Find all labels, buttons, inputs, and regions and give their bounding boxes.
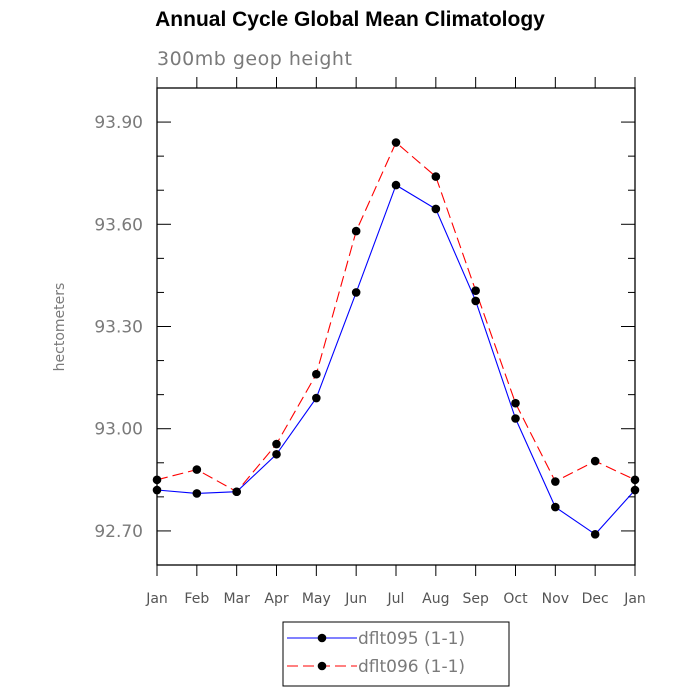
legend-box <box>282 621 510 687</box>
y-axis: 93.90 93.60 93.30 93.00 92.70 <box>94 87 635 566</box>
x-tick-label: Dec <box>582 591 609 607</box>
data-point <box>630 485 640 495</box>
legend-label: dflt095 (1-1) <box>358 629 465 649</box>
x-tick-label: Jul <box>387 591 405 607</box>
data-point <box>192 465 202 474</box>
y-tick-label: 93.90 <box>94 113 143 133</box>
data-point <box>391 138 401 147</box>
data-point <box>471 286 480 296</box>
data-point <box>511 398 520 408</box>
legend: dflt095 (1-1) dflt096 (1-1) <box>282 621 510 687</box>
y-axis-title: hectometers <box>52 283 68 372</box>
legend-marker <box>317 633 327 643</box>
data-point <box>152 475 162 485</box>
legend-marker <box>317 661 327 671</box>
x-tick-label: Sep <box>462 591 489 607</box>
x-axis: Jan Feb Mar Apr May Jun Jul Aug Sep Oct Nov Dec Jan <box>145 77 646 607</box>
data-point <box>272 439 281 449</box>
data-point <box>391 180 401 190</box>
data-point <box>551 477 560 486</box>
y-tick-label: 92.70 <box>94 522 143 542</box>
legend-label: dflt096 (1-1) <box>358 657 465 677</box>
x-tick-label: Apr <box>264 591 288 607</box>
y-tick-label: 93.30 <box>94 318 143 338</box>
data-point <box>590 456 600 466</box>
x-tick-label: Nov <box>542 591 569 607</box>
series-line-1 <box>156 141 636 493</box>
data-point <box>431 172 441 181</box>
x-tick-label: Jan <box>145 591 168 607</box>
data-point <box>351 288 361 297</box>
series-line-0 <box>156 184 636 536</box>
data-point <box>312 369 321 379</box>
x-tick-label: Aug <box>422 591 449 607</box>
x-tick-label: May <box>302 591 331 607</box>
x-tick-label: Feb <box>184 591 209 607</box>
data-point <box>630 475 640 485</box>
x-tick-label: Jan <box>623 591 646 607</box>
data-point <box>232 487 241 497</box>
data-point <box>471 296 480 306</box>
data-point <box>551 502 560 512</box>
series-layer <box>152 138 640 539</box>
data-point <box>431 204 441 214</box>
chart-subtitle: 300mb geop height <box>157 48 353 70</box>
data-point <box>272 449 281 459</box>
data-point <box>192 489 202 498</box>
plot-frame <box>156 87 636 566</box>
data-point <box>590 530 600 539</box>
y-tick-label: 93.60 <box>94 215 143 235</box>
data-point <box>152 485 162 495</box>
data-point <box>511 414 520 423</box>
x-tick-label: Mar <box>223 591 250 607</box>
x-tick-label: Oct <box>503 591 528 607</box>
data-point <box>312 393 321 403</box>
x-tick-label: Jun <box>344 591 367 607</box>
y-tick-label: 93.00 <box>94 420 143 440</box>
chart-title: Annual Cycle Global Mean Climatology <box>155 8 545 31</box>
data-point <box>351 226 361 236</box>
